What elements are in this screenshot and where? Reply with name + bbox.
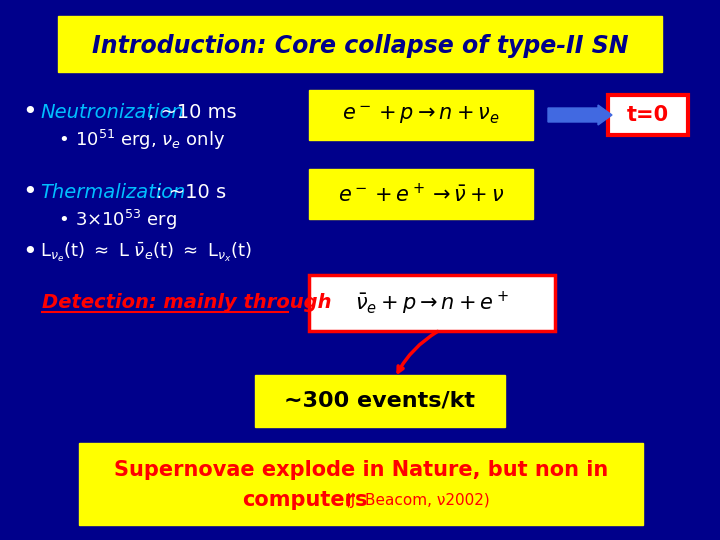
FancyBboxPatch shape [309, 169, 533, 219]
Text: •: • [58, 131, 68, 149]
Text: •: • [22, 240, 37, 264]
Text: Neutronization: Neutronization [40, 103, 184, 122]
Text: (J. Beacom, ν2002): (J. Beacom, ν2002) [340, 492, 490, 508]
Text: : ~10 s: : ~10 s [156, 183, 226, 201]
Text: L$_{\nu_e}$(t) $\approx$ L $\bar{\nu}_e$(t) $\approx$ L$_{\nu_x}$(t): L$_{\nu_e}$(t) $\approx$ L $\bar{\nu}_e$… [40, 240, 252, 264]
Text: •: • [22, 100, 37, 124]
Text: Thermalization: Thermalization [40, 183, 186, 201]
Text: 3$\times$10$^{53}$ erg: 3$\times$10$^{53}$ erg [75, 208, 177, 232]
Text: Supernovae explode in Nature, but non in: Supernovae explode in Nature, but non in [114, 460, 608, 480]
Text: Detection: mainly through: Detection: mainly through [42, 293, 331, 312]
Text: •: • [58, 211, 68, 229]
Text: computers: computers [242, 490, 368, 510]
Text: 10$^{51}$ erg, $\nu_e$ only: 10$^{51}$ erg, $\nu_e$ only [75, 128, 225, 152]
FancyBboxPatch shape [79, 443, 643, 525]
Text: , ~10 ms: , ~10 ms [148, 103, 237, 122]
FancyArrow shape [548, 105, 612, 125]
Text: $e^- + p \rightarrow n + \nu_e$: $e^- + p \rightarrow n + \nu_e$ [342, 104, 500, 126]
Text: Introduction: Core collapse of type-II SN: Introduction: Core collapse of type-II S… [91, 34, 629, 58]
FancyBboxPatch shape [608, 95, 688, 135]
Text: •: • [22, 180, 37, 204]
Text: ~300 events/kt: ~300 events/kt [284, 391, 475, 411]
Text: $e^- + e^+ \rightarrow \bar{\nu} + \nu$: $e^- + e^+ \rightarrow \bar{\nu} + \nu$ [338, 183, 504, 206]
FancyBboxPatch shape [309, 90, 533, 140]
Text: $\bar{\nu}_e + p \rightarrow n + e^+$: $\bar{\nu}_e + p \rightarrow n + e^+$ [355, 289, 509, 316]
FancyBboxPatch shape [58, 16, 662, 72]
FancyBboxPatch shape [309, 275, 555, 331]
Text: t=0: t=0 [627, 105, 669, 125]
FancyBboxPatch shape [255, 375, 505, 427]
